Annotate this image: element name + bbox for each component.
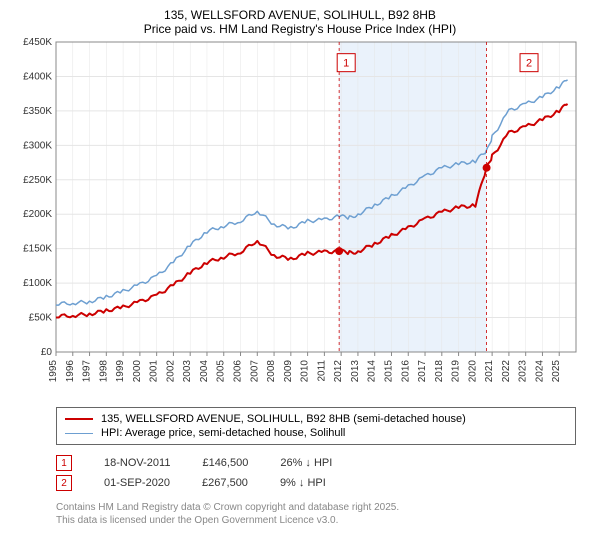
svg-text:2010: 2010 — [300, 360, 311, 383]
marker-badge-2: 2 — [56, 475, 72, 491]
svg-text:2017: 2017 — [417, 360, 428, 383]
svg-text:2000: 2000 — [132, 360, 143, 383]
svg-text:£300K: £300K — [23, 140, 52, 151]
svg-text:2021: 2021 — [484, 360, 495, 383]
legend-label-hpi: HPI: Average price, semi-detached house,… — [101, 427, 345, 439]
marker-hpidiff-1: 26% ↓ HPI — [280, 457, 332, 469]
svg-text:2005: 2005 — [216, 360, 227, 383]
svg-text:£250K: £250K — [23, 175, 52, 186]
svg-text:2001: 2001 — [149, 360, 160, 383]
chart-area: £0 £50K £100K £150K £200K £250K £300K £350K £400… — [12, 36, 588, 401]
marker-hpidiff-2: 9% ↓ HPI — [280, 477, 326, 489]
legend: 135, WELLSFORD AVENUE, SOLIHULL, B92 8HB… — [56, 407, 576, 445]
svg-text:£350K: £350K — [23, 106, 52, 117]
marker-row-2: 2 01-SEP-2020 £267,500 9% ↓ HPI — [56, 473, 588, 493]
legend-swatch-hpi — [65, 433, 93, 434]
svg-text:2011: 2011 — [316, 360, 327, 382]
svg-text:1: 1 — [343, 58, 349, 70]
svg-text:2003: 2003 — [182, 360, 193, 383]
svg-text:£0: £0 — [41, 347, 53, 358]
marker-date-2: 01-SEP-2020 — [104, 477, 170, 489]
svg-text:2009: 2009 — [283, 360, 294, 383]
svg-text:2013: 2013 — [350, 360, 361, 383]
marker-badge-1: 1 — [56, 455, 72, 471]
svg-text:1998: 1998 — [98, 360, 109, 383]
svg-text:2012: 2012 — [333, 360, 344, 383]
svg-text:£400K: £400K — [23, 71, 52, 82]
svg-text:2024: 2024 — [534, 360, 545, 383]
svg-text:2002: 2002 — [165, 360, 176, 383]
chart-title-line2: Price paid vs. HM Land Registry's House … — [12, 22, 588, 36]
price-chart-svg: £0 £50K £100K £150K £200K £250K £300K £350K £400… — [12, 36, 588, 396]
svg-text:2025: 2025 — [551, 360, 562, 383]
svg-text:1997: 1997 — [82, 360, 93, 383]
legend-label-property: 135, WELLSFORD AVENUE, SOLIHULL, B92 8HB… — [101, 413, 466, 425]
marker-price-2: £267,500 — [202, 477, 248, 489]
svg-text:1995: 1995 — [48, 360, 59, 383]
footer-line2: This data is licensed under the Open Gov… — [56, 514, 588, 527]
svg-text:2016: 2016 — [400, 360, 411, 383]
marker-row-1: 1 18-NOV-2011 £146,500 26% ↓ HPI — [56, 453, 588, 473]
svg-text:£50K: £50K — [29, 313, 53, 324]
svg-text:£100K: £100K — [23, 278, 52, 289]
svg-text:2014: 2014 — [367, 360, 378, 383]
marker-price-1: £146,500 — [202, 457, 248, 469]
svg-text:2019: 2019 — [451, 360, 462, 383]
footer-line1: Contains HM Land Registry data © Crown c… — [56, 501, 588, 514]
chart-title-line1: 135, WELLSFORD AVENUE, SOLIHULL, B92 8HB — [12, 8, 588, 22]
footer-attribution: Contains HM Land Registry data © Crown c… — [56, 501, 588, 527]
svg-text:2020: 2020 — [467, 360, 478, 383]
svg-text:2022: 2022 — [501, 360, 512, 383]
svg-text:2015: 2015 — [383, 360, 394, 383]
svg-text:1996: 1996 — [65, 360, 76, 383]
legend-row-property: 135, WELLSFORD AVENUE, SOLIHULL, B92 8HB… — [65, 412, 567, 426]
svg-text:1999: 1999 — [115, 360, 126, 383]
svg-text:2018: 2018 — [434, 360, 445, 383]
svg-text:2: 2 — [526, 58, 532, 70]
svg-text:2006: 2006 — [233, 360, 244, 383]
svg-text:2004: 2004 — [199, 360, 210, 383]
marker-date-1: 18-NOV-2011 — [104, 457, 170, 469]
svg-text:2007: 2007 — [249, 360, 260, 383]
marker-table: 1 18-NOV-2011 £146,500 26% ↓ HPI 2 01-SE… — [56, 453, 588, 493]
svg-text:2008: 2008 — [266, 360, 277, 383]
svg-text:£150K: £150K — [23, 244, 52, 255]
legend-row-hpi: HPI: Average price, semi-detached house,… — [65, 426, 567, 440]
svg-text:£450K: £450K — [23, 37, 52, 48]
svg-text:2023: 2023 — [518, 360, 529, 383]
svg-text:£200K: £200K — [23, 209, 52, 220]
legend-swatch-property — [65, 418, 93, 420]
